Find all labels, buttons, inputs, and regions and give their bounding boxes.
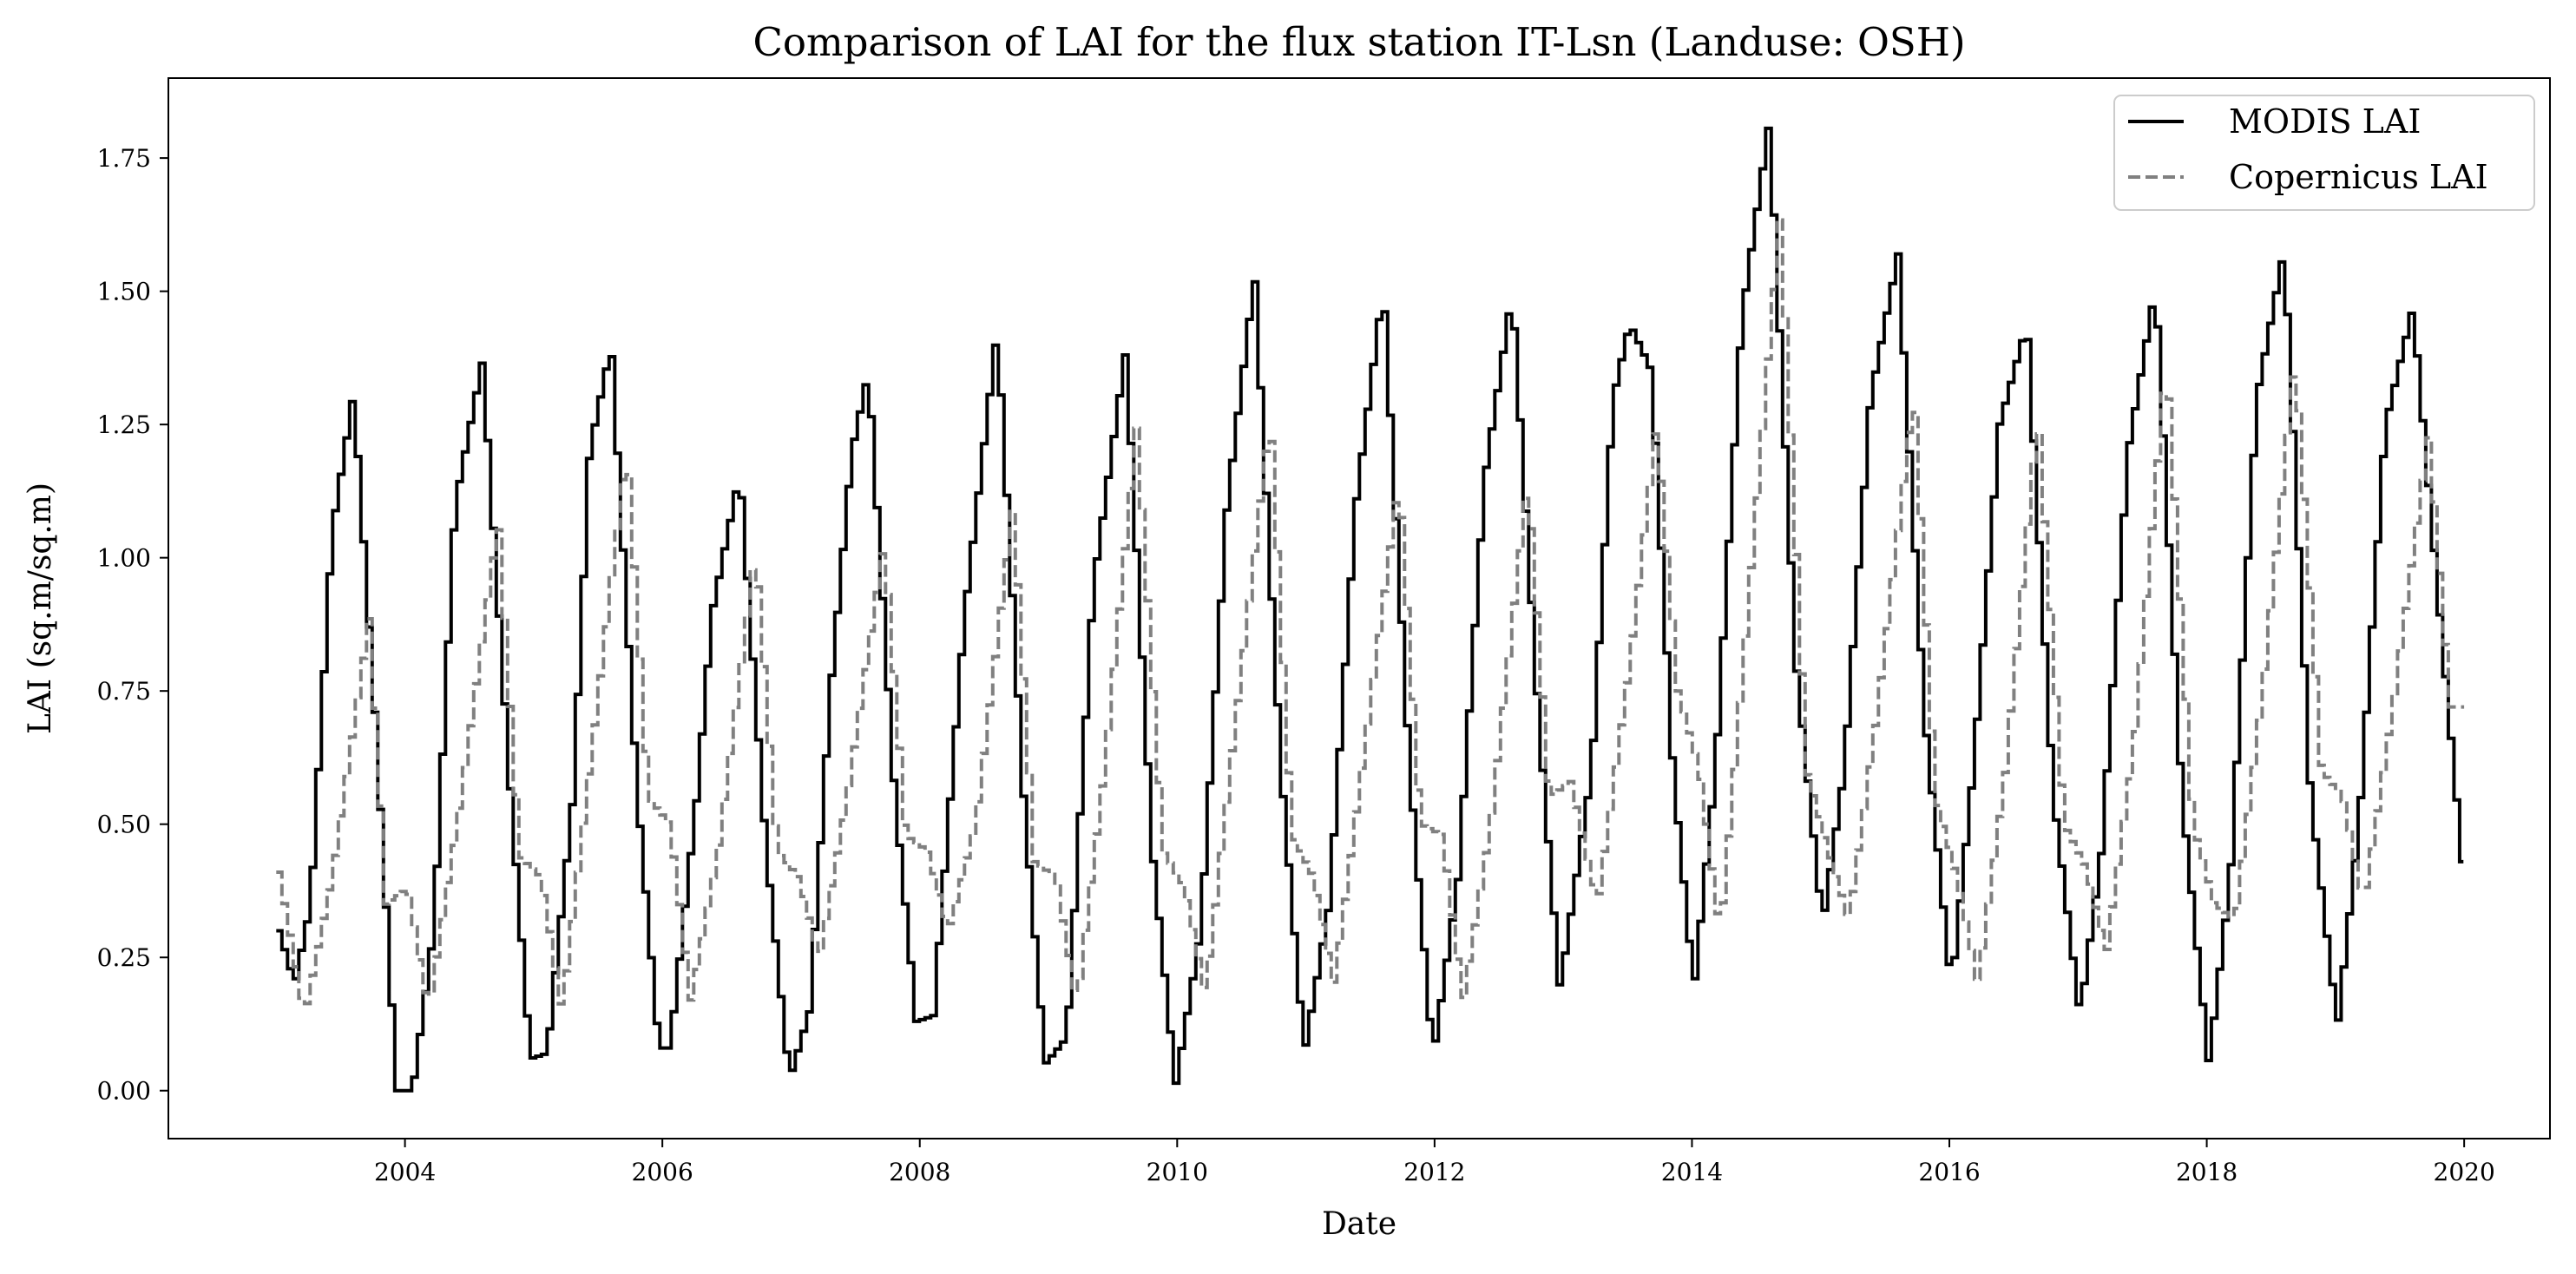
x-tick-label: 2020 <box>2434 1158 2495 1186</box>
legend: MODIS LAI Copernicus LAI <box>2113 95 2535 211</box>
series-line-modis <box>276 126 2464 1093</box>
legend-label-copernicus: Copernicus LAI <box>2229 158 2488 196</box>
series-layer <box>276 126 2465 1093</box>
y-tick-label: 1.00 <box>97 544 151 573</box>
y-tick-label: 1.50 <box>97 278 151 306</box>
y-tick-label: 0.00 <box>97 1077 151 1106</box>
x-axis-label: Date <box>1322 1206 1396 1242</box>
y-axis-label: LAI (sq.m/sq.m) <box>23 483 58 734</box>
y-tick-label: 0.25 <box>97 943 151 972</box>
x-tick-label: 2004 <box>374 1158 436 1186</box>
axes-frame <box>168 77 2551 1139</box>
y-tick-label: 0.75 <box>97 677 151 706</box>
y-axis: 0.00 0.25 0.50 0.75 1.00 1.25 1.50 1.75 <box>97 144 168 1106</box>
x-tick-label: 2014 <box>1661 1158 1723 1186</box>
y-tick-label: 1.75 <box>97 144 151 173</box>
y-tick-label: 0.50 <box>97 811 151 839</box>
x-axis: 2004 2006 2008 2010 2012 2014 2016 2018 2020 <box>374 1139 2495 1186</box>
x-tick-label: 2008 <box>889 1158 950 1186</box>
chart-title: Comparison of LAI for the flux station I… <box>752 19 1965 65</box>
series-line-copernicus <box>276 218 2465 1006</box>
x-tick-label: 2016 <box>1918 1158 1980 1186</box>
x-tick-label: 2006 <box>632 1158 693 1186</box>
x-tick-label: 2010 <box>1147 1158 1208 1186</box>
legend-label-modis: MODIS LAI <box>2229 102 2421 141</box>
y-tick-label: 1.25 <box>97 410 151 439</box>
x-tick-label: 2018 <box>2176 1158 2238 1186</box>
x-tick-label: 2012 <box>1403 1158 1465 1186</box>
legend-box <box>2113 95 2535 211</box>
